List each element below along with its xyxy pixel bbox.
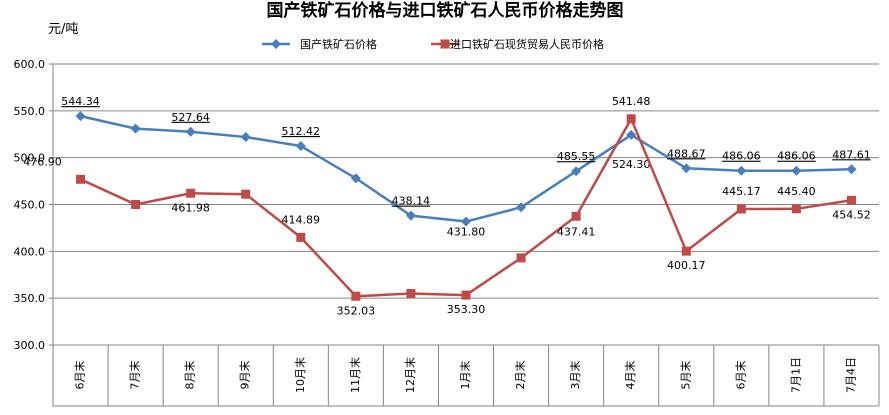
data-point: [516, 253, 526, 263]
x-category-label: 10月末: [293, 357, 307, 393]
data-label: 544.34: [61, 95, 100, 108]
data-point: [681, 246, 691, 256]
data-point: [76, 174, 86, 184]
data-point: [516, 202, 527, 213]
data-point: [846, 164, 857, 175]
data-point: [296, 232, 306, 242]
data-label: 438.14: [392, 195, 431, 208]
data-point: [186, 188, 196, 198]
y-tick-label: 450.0: [14, 199, 46, 212]
chart-title: 国产铁矿石价格与进口铁矿石人民币价格走势图: [267, 0, 624, 21]
data-label: 352.03: [337, 304, 376, 317]
data-label: 431.80: [447, 226, 486, 239]
y-axis-unit: 元/吨: [48, 22, 78, 37]
x-category-label: 9月末: [238, 361, 252, 390]
x-category-label: 7月1日: [789, 357, 802, 393]
data-point: [736, 165, 747, 176]
data-label: 437.41: [557, 225, 596, 238]
data-point: [185, 126, 196, 137]
data-label: 454.52: [832, 208, 871, 221]
data-point: [791, 204, 801, 214]
data-label: 524.30: [612, 158, 651, 171]
x-category-label: 2月末: [513, 361, 527, 390]
legend: 国产铁矿石价格 进口铁矿石现货贸易人民币价格: [262, 37, 604, 51]
data-point: [75, 111, 86, 122]
x-category-label: 7月4日: [844, 357, 857, 393]
data-label: 486.06: [777, 150, 816, 163]
series-1: 544.34 527.64 512.42 438.14 431.80 485.55 524.…: [61, 95, 870, 238]
x-category-label: 11月末: [348, 357, 362, 393]
series-layer: 544.34 527.64 512.42 438.14 431.80 485.55 524.…: [23, 95, 870, 317]
data-label: 461.98: [171, 201, 210, 214]
y-tick-label: 500.0: [14, 152, 46, 165]
x-category-label: 1月末: [458, 361, 472, 390]
data-point: [626, 129, 637, 140]
data-point: [241, 189, 251, 199]
data-label: 445.40: [777, 185, 816, 198]
data-label: 512.42: [282, 125, 321, 138]
x-category-label: 3月末: [568, 361, 582, 390]
axes: 300.0 350.0 400.0 450.0 500.0 550.0 600.0 6月末 7月…: [14, 58, 880, 407]
y-tick-label: 550.0: [14, 105, 46, 118]
data-label: 414.89: [282, 213, 321, 226]
data-point: [131, 200, 141, 209]
x-category-label: 12月末: [403, 357, 417, 393]
y-tick-label: 300.0: [14, 339, 46, 352]
data-point: [571, 166, 582, 177]
data-point: [406, 288, 416, 298]
data-label: 400.17: [667, 259, 706, 272]
data-label: 527.64: [171, 111, 210, 124]
data-label: 476.90: [23, 155, 62, 168]
y-tick-label: 600.0: [14, 58, 46, 71]
legend-label: 进口铁矿石现货贸易人民币价格: [450, 37, 604, 51]
data-label: 485.55: [557, 150, 596, 163]
data-label: 486.06: [722, 150, 761, 163]
data-point: [846, 195, 856, 205]
data-point: [791, 165, 802, 176]
data-point: [681, 163, 692, 174]
data-point: [461, 216, 471, 227]
data-point: [240, 132, 251, 143]
x-category-label: 4月末: [623, 361, 637, 390]
data-point: [405, 210, 416, 221]
legend-marker: [440, 39, 450, 49]
legend-label: 国产铁矿石价格: [300, 37, 377, 51]
data-point: [350, 173, 361, 184]
gridlines: [53, 63, 879, 346]
data-point: [130, 123, 141, 134]
y-tick-label: 400.0: [14, 245, 46, 258]
x-category-label: 6月末: [733, 361, 747, 390]
series-2: 476.90 461.98 414.89 352.03 353.30 437.41 541.…: [23, 95, 870, 317]
legend-marker: [271, 39, 281, 49]
y-tick-label: 350.0: [14, 292, 46, 305]
data-label: 487.61: [832, 148, 871, 161]
data-label: 353.30: [447, 303, 486, 316]
data-label: 445.17: [722, 185, 761, 198]
data-point: [351, 291, 361, 301]
x-category-label: 8月末: [183, 361, 197, 390]
x-category-label: 7月末: [128, 361, 142, 390]
data-label: 541.48: [612, 95, 651, 108]
data-point: [295, 141, 306, 152]
x-category-label: 6月末: [73, 361, 87, 390]
data-point: [571, 211, 581, 221]
data-point: [626, 114, 636, 124]
data-label: 488.67: [667, 147, 706, 160]
x-category-label: 5月末: [678, 361, 692, 390]
data-point: [461, 290, 471, 300]
data-point: [736, 204, 746, 214]
